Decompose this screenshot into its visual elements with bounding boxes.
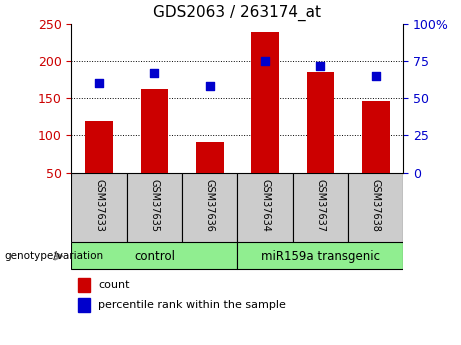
Bar xyxy=(141,89,168,172)
Bar xyxy=(85,121,113,172)
Point xyxy=(372,73,379,79)
Bar xyxy=(182,172,237,242)
Bar xyxy=(71,243,237,269)
Bar xyxy=(293,172,348,242)
Text: count: count xyxy=(98,280,130,290)
Text: genotype/variation: genotype/variation xyxy=(5,251,104,261)
Text: GSM37636: GSM37636 xyxy=(205,179,215,232)
Point xyxy=(261,58,269,64)
Bar xyxy=(71,172,127,242)
Text: GSM37633: GSM37633 xyxy=(94,179,104,232)
Bar xyxy=(307,72,334,172)
Bar xyxy=(78,298,90,312)
Title: GDS2063 / 263174_at: GDS2063 / 263174_at xyxy=(154,5,321,21)
Bar xyxy=(78,278,90,292)
Point xyxy=(95,81,103,86)
Point xyxy=(206,84,213,89)
Bar xyxy=(362,100,390,172)
Text: GSM37634: GSM37634 xyxy=(260,179,270,232)
Point xyxy=(151,70,158,76)
Bar xyxy=(237,243,403,269)
Text: miR159a transgenic: miR159a transgenic xyxy=(261,250,380,263)
Text: percentile rank within the sample: percentile rank within the sample xyxy=(98,300,286,310)
Bar xyxy=(196,142,224,172)
Bar xyxy=(251,32,279,173)
Point xyxy=(317,63,324,68)
Bar xyxy=(237,172,293,242)
Bar xyxy=(348,172,403,242)
Text: control: control xyxy=(134,250,175,263)
Bar xyxy=(127,172,182,242)
Text: GSM37635: GSM37635 xyxy=(149,179,160,232)
Text: GSM37637: GSM37637 xyxy=(315,179,325,232)
Text: GSM37638: GSM37638 xyxy=(371,179,381,232)
